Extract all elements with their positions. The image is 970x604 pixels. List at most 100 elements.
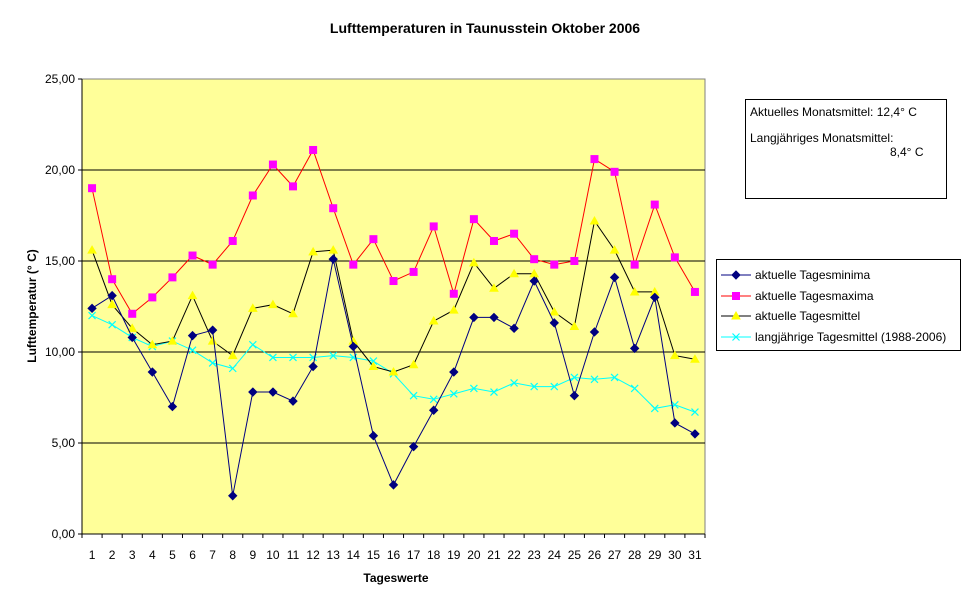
x-tick-label: 12 xyxy=(306,548,320,562)
data-point xyxy=(247,303,258,312)
data-point xyxy=(429,395,438,404)
series-1 xyxy=(87,254,700,501)
longterm-monthly-average-label: Langjähriges Monatsmittel: xyxy=(750,131,894,145)
y-tick-label: 0,00 xyxy=(52,527,76,541)
data-point xyxy=(509,268,519,278)
x-tick-label: 25 xyxy=(568,548,582,562)
x-tick-label: 16 xyxy=(387,548,401,562)
data-point xyxy=(669,350,680,360)
data-point xyxy=(589,215,600,225)
x-tick-label: 15 xyxy=(367,548,381,562)
gridlines xyxy=(82,169,705,444)
legend-marker xyxy=(731,270,741,280)
series-layer xyxy=(87,145,700,501)
x-tick-label: 2 xyxy=(109,548,116,562)
series-3 xyxy=(87,215,700,376)
data-point xyxy=(128,309,137,318)
x-tick-label: 17 xyxy=(407,548,421,562)
data-point xyxy=(428,316,439,325)
legend-swatch xyxy=(721,291,751,300)
data-point xyxy=(87,245,97,254)
data-point xyxy=(449,389,458,398)
x-tick-label: 10 xyxy=(266,548,280,562)
data-point xyxy=(409,391,418,400)
data-point xyxy=(510,379,519,387)
legend-swatch xyxy=(721,332,751,341)
data-point xyxy=(408,441,419,452)
data-point xyxy=(187,290,198,300)
x-tick-label: 5 xyxy=(169,548,176,562)
legend-marker xyxy=(731,311,741,320)
x-tick-label: 6 xyxy=(189,548,196,562)
x-tick-label: 18 xyxy=(427,548,441,562)
data-point xyxy=(389,277,398,286)
data-point xyxy=(570,373,579,382)
data-point xyxy=(369,235,378,244)
data-point xyxy=(670,253,679,262)
x-tick-label: 7 xyxy=(209,548,216,562)
current-monthly-average: Aktuelles Monatsmittel: 12,4° C xyxy=(750,105,917,119)
data-point xyxy=(289,353,297,362)
data-point xyxy=(208,260,217,269)
data-point xyxy=(208,358,217,367)
data-point xyxy=(368,361,379,371)
data-point xyxy=(428,405,439,415)
data-point xyxy=(348,341,359,352)
x-tick-label: 21 xyxy=(487,548,501,562)
data-point xyxy=(308,246,318,256)
data-point xyxy=(248,340,257,349)
legend-swatch xyxy=(721,311,751,320)
data-point xyxy=(630,260,639,269)
data-point xyxy=(550,382,559,391)
x-tick-label: 13 xyxy=(327,548,341,562)
legend-label: aktuelle Tagesmaxima xyxy=(755,288,874,303)
x-tick-label: 27 xyxy=(608,548,622,562)
data-point xyxy=(530,382,539,391)
data-point xyxy=(248,387,258,397)
plot-area xyxy=(81,78,706,535)
legend-label: langjährige Tagesmittel (1988-2006) xyxy=(755,329,947,344)
legend-swatch xyxy=(721,270,751,280)
legend-item: aktuelle Tagesminima xyxy=(721,265,956,286)
legend-label: aktuelle Tagesminima xyxy=(755,268,871,283)
data-point xyxy=(590,155,599,164)
x-tick-label: 29 xyxy=(648,548,662,562)
data-point xyxy=(469,257,479,267)
data-point xyxy=(168,273,177,282)
data-point xyxy=(147,367,158,377)
data-point xyxy=(368,431,379,441)
data-point xyxy=(489,283,499,292)
legend-item: langjährige Tagesmittel (1988-2006) xyxy=(721,327,956,348)
data-point xyxy=(388,480,399,490)
data-point xyxy=(328,245,339,254)
data-point xyxy=(309,145,318,154)
chart-title: Lufttemperaturen in Taunusstein Oktober … xyxy=(329,20,641,36)
data-point xyxy=(691,408,699,416)
data-point xyxy=(329,351,338,360)
data-point xyxy=(448,305,459,314)
data-point xyxy=(549,318,559,328)
data-point xyxy=(589,327,600,337)
legend-label: aktuelle Tagesmittel xyxy=(755,309,861,324)
x-tick-label: 9 xyxy=(249,548,256,562)
x-tick-label: 22 xyxy=(507,548,521,562)
y-tick-label: 5,00 xyxy=(52,436,76,450)
data-point xyxy=(630,384,639,393)
data-point xyxy=(188,251,197,260)
data-point xyxy=(268,387,278,397)
x-tick-label: 1 xyxy=(89,548,96,562)
data-point xyxy=(107,299,118,309)
data-point xyxy=(629,286,640,296)
data-point xyxy=(88,311,96,320)
data-point xyxy=(268,299,278,309)
data-point xyxy=(88,184,97,193)
data-point xyxy=(207,336,218,345)
data-point xyxy=(670,418,680,428)
data-point xyxy=(288,308,298,318)
legend-marker xyxy=(732,291,740,300)
data-point xyxy=(268,160,277,169)
data-point xyxy=(530,255,539,264)
data-point xyxy=(569,321,580,331)
y-tick-label: 25,00 xyxy=(45,72,75,86)
